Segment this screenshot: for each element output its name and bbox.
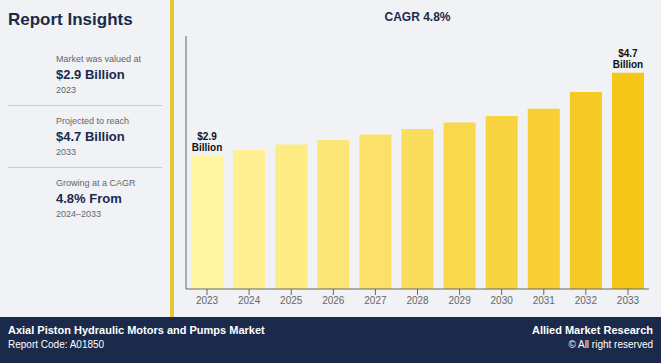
svg-text:2024: 2024 <box>238 295 261 306</box>
svg-text:$4.7Billion: $4.7Billion <box>613 48 644 70</box>
html-text:2024–2033: 2024–2033 <box>56 209 102 219</box>
html-text:© All right reserved: © All right reserved <box>568 339 653 350</box>
svg-text:2032: 2032 <box>575 295 598 306</box>
svg-text:2027: 2027 <box>364 295 387 306</box>
svg-text:2030: 2030 <box>491 295 514 306</box>
html-text:Report Code: A01850: Report Code: A01850 <box>8 339 105 350</box>
html-text:$4.7 Billion: $4.7 Billion <box>56 129 125 144</box>
html-text:2023: 2023 <box>56 85 76 95</box>
html-text:Report Insights: Report Insights <box>8 10 133 29</box>
html-text:Growing at a CAGR: Growing at a CAGR <box>56 178 136 188</box>
svg-text:2031: 2031 <box>533 295 556 306</box>
svg-text:2029: 2029 <box>448 295 471 306</box>
svg-text:$2.9Billion: $2.9Billion <box>192 131 223 153</box>
html-text:CAGR 4.8%: CAGR 4.8% <box>384 10 451 24</box>
svg-text:2028: 2028 <box>406 295 429 306</box>
html-text:Axial Piston Hydraulic Motors: Axial Piston Hydraulic Motors and Pumps … <box>8 324 265 336</box>
svg-text:2033: 2033 <box>617 295 640 306</box>
html-text:Allied Market Research: Allied Market Research <box>531 324 653 336</box>
html-text:4.8% From: 4.8% From <box>56 191 122 206</box>
svg-text:2026: 2026 <box>322 295 345 306</box>
svg-text:2023: 2023 <box>196 295 219 306</box>
html-text:Projected to reach: Projected to reach <box>56 116 129 126</box>
svg-text:2025: 2025 <box>280 295 303 306</box>
html-text:Market was valued at: Market was valued at <box>56 54 141 64</box>
html-text:$2.9 Billion: $2.9 Billion <box>56 67 125 82</box>
html-text:2033: 2033 <box>56 147 76 157</box>
